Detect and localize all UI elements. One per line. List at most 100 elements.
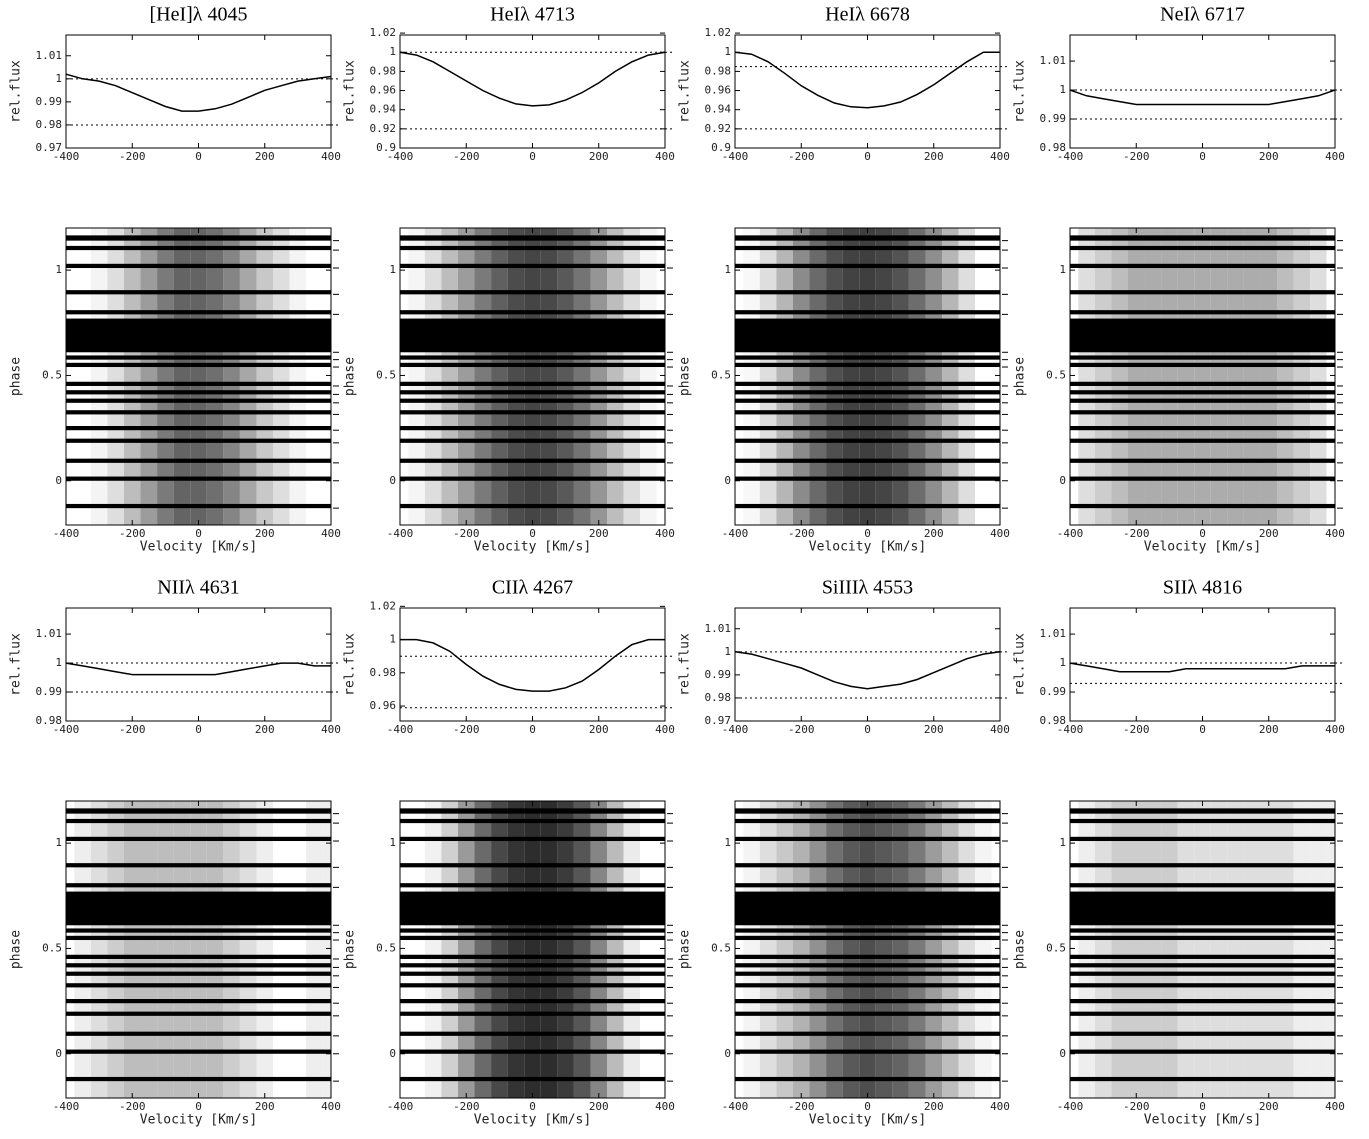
x-axis-label: Velocity [Km/s] [1144, 540, 1261, 555]
y-axis-label: phase [343, 357, 358, 396]
x-tick-label: 200 [589, 150, 609, 163]
y-tick-label: 0.99 [36, 95, 63, 108]
spectrum-cell [1227, 228, 1244, 525]
plot-frame [65, 607, 332, 722]
phase-gap [400, 863, 665, 868]
panel-title: SIIλ 4816 [1163, 577, 1242, 599]
phase-gap [400, 999, 665, 1004]
phase-gap [735, 1049, 1000, 1054]
phase-gap [66, 863, 331, 868]
spectrum-cell [1277, 801, 1294, 1098]
y-tick-label: 1 [389, 263, 396, 276]
spectrum-cell [206, 801, 224, 1098]
x-tick-label: 0 [529, 150, 536, 163]
phase-gap [400, 438, 665, 443]
x-axis-label: Velocity [Km/s] [474, 540, 591, 555]
spectrum-cell [140, 228, 158, 525]
phase-gap [735, 438, 1000, 443]
x-tick-label: -200 [1123, 723, 1150, 736]
x-tick-label: 200 [1259, 150, 1279, 163]
x-tick-label: -200 [453, 723, 480, 736]
x-tick-label: -200 [119, 723, 146, 736]
spectrum-cell [1293, 801, 1311, 1098]
spectrum-cell [239, 228, 257, 525]
phase-gap [735, 318, 1000, 353]
phase-gap [400, 426, 665, 431]
phase-gap [1070, 928, 1335, 933]
phase-gap [1070, 971, 1335, 976]
y-axis-label: phase [9, 357, 24, 396]
plot-frame [1069, 607, 1336, 722]
spectrum-cell [157, 801, 174, 1098]
phase-gap [735, 1031, 1000, 1036]
y-tick-label: 0.9 [376, 141, 396, 154]
x-tick-label: 0 [195, 1100, 202, 1113]
x-tick-label: 200 [589, 723, 609, 736]
profile-line [1069, 662, 1335, 673]
y-tick-label: 1.02 [705, 26, 732, 39]
phase-gap [1070, 1049, 1335, 1054]
spectrum-cell [1194, 228, 1211, 525]
phase-gap [66, 1011, 331, 1016]
x-tick-label: -200 [1123, 1100, 1150, 1113]
y-tick-label: 1 [724, 836, 731, 849]
spectrum-cell [875, 801, 893, 1098]
spectrum-cell [776, 801, 793, 1098]
spectrum-cell [573, 801, 591, 1098]
spectrum-cell [424, 801, 442, 1098]
phase-gap [735, 963, 1000, 968]
phase-gap [735, 818, 1000, 824]
y-tick-label: 1 [389, 836, 396, 849]
y-tick-label: 0.98 [1040, 141, 1067, 154]
x-tick-label: -400 [1057, 150, 1084, 163]
panel-title: NeIλ 6717 [1160, 4, 1245, 26]
x-tick-label: -400 [387, 723, 414, 736]
x-tick-label: 200 [589, 1100, 609, 1113]
spectrum-cell [1194, 801, 1211, 1098]
spectrum-cell [107, 228, 124, 525]
y-tick-label: 0.98 [705, 691, 732, 704]
x-tick-label: 0 [1199, 150, 1206, 163]
spectrum-cell [1094, 801, 1112, 1098]
phase-gap [1070, 808, 1335, 814]
y-tick-label: 0.98 [1040, 714, 1067, 727]
spectrum-cell [892, 228, 909, 525]
phase-gap [1070, 390, 1335, 395]
spectrum-cell [1070, 228, 1079, 525]
spectrum-cell [1293, 228, 1311, 525]
spectrum-cell [322, 228, 331, 525]
spectrum-cell [859, 801, 876, 1098]
phase-gap [400, 836, 665, 842]
panel-title: SiIIIλ 4553 [822, 577, 913, 599]
spectrum-cell [173, 801, 191, 1098]
phase-gap [66, 290, 331, 295]
phase-gap [735, 458, 1000, 463]
spectrum-cell [892, 801, 909, 1098]
phase-gap [735, 410, 1000, 415]
spectrum-cell [1144, 228, 1162, 525]
y-tick-label: 1 [1059, 83, 1066, 96]
y-tick-label: 0.5 [1046, 368, 1066, 381]
x-tick-label: 200 [255, 723, 275, 736]
y-axis-label: rel.flux [343, 60, 358, 123]
x-tick-label: -400 [722, 1100, 749, 1113]
spectrum-cell [640, 801, 657, 1098]
plot-frame [734, 34, 1001, 149]
spectrum-cell [590, 228, 608, 525]
phase-gap [735, 426, 1000, 431]
y-tick-label: 0.96 [705, 84, 732, 97]
spectrum-cell [408, 228, 425, 525]
x-tick-label: 400 [990, 723, 1010, 736]
y-axis-label: rel.flux [1013, 633, 1028, 696]
y-tick-label: 0.98 [36, 118, 63, 131]
y-tick-label: 1.01 [1040, 54, 1067, 67]
spectrum-cell [1078, 801, 1095, 1098]
x-tick-label: 200 [255, 1100, 275, 1113]
phase-gap [1070, 983, 1335, 988]
spectrum-cell [1111, 801, 1128, 1098]
phase-gap [66, 398, 331, 403]
x-tick-label: 400 [990, 1100, 1010, 1113]
y-tick-label: 1 [55, 656, 62, 669]
spectrum-cell [623, 228, 641, 525]
